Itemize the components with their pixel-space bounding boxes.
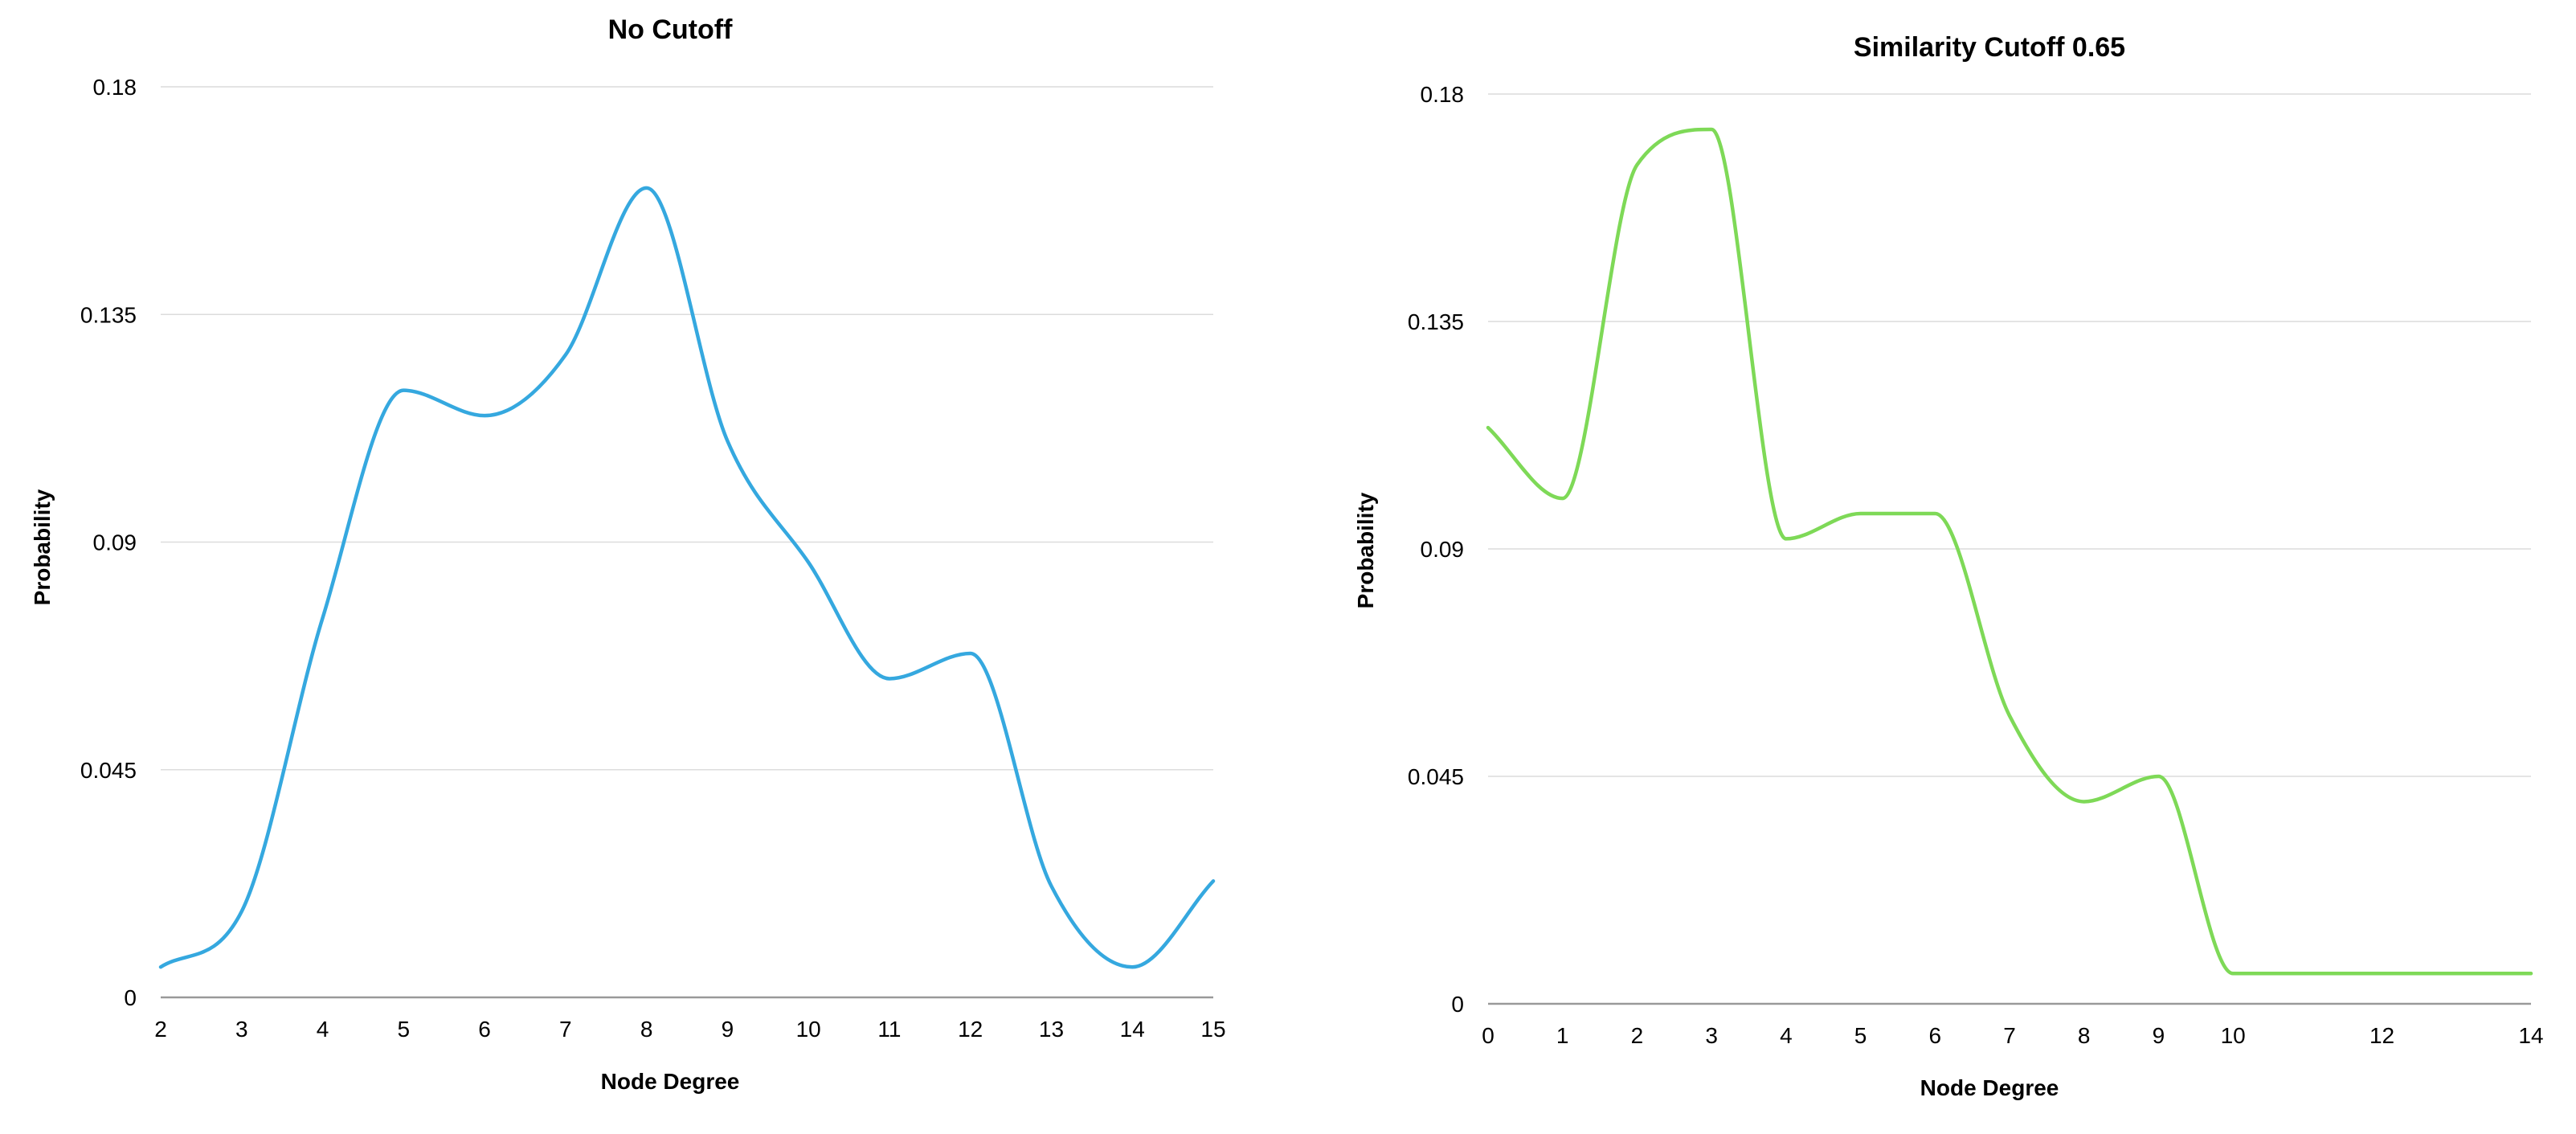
x-tick-label: 10 (2221, 1023, 2246, 1048)
x-tick-label: 8 (640, 1017, 653, 1042)
y-tick-label: 0.18 (1421, 82, 1465, 107)
x-tick-label: 2 (1631, 1023, 1644, 1048)
x-tick-labels: 0 1 2 3 4 5 6 7 8 9 10 12 14 (1482, 1023, 2543, 1048)
x-tick-label: 12 (2370, 1023, 2394, 1048)
y-axis-label: Probability (1353, 492, 1378, 608)
y-tick-labels: 0 0.045 0.09 0.135 0.18 (1408, 82, 1464, 1017)
y-tick-label: 0 (1451, 992, 1464, 1017)
x-tick-label: 5 (1854, 1023, 1867, 1048)
x-tick-label: 12 (958, 1017, 983, 1042)
y-tick-label: 0.18 (93, 75, 137, 100)
x-tick-label: 13 (1039, 1017, 1064, 1042)
x-axis-label: Node Degree (1920, 1075, 2059, 1100)
x-tick-label: 7 (559, 1017, 572, 1042)
x-tick-label: 8 (2078, 1023, 2091, 1048)
x-tick-label: 3 (235, 1017, 248, 1042)
x-tick-label: 3 (1705, 1023, 1718, 1048)
x-tick-label: 10 (796, 1017, 821, 1042)
x-tick-label: 15 (1200, 1017, 1225, 1042)
x-tick-label: 14 (2518, 1023, 2543, 1048)
y-axis-label: Probability (30, 489, 55, 605)
x-tick-label: 2 (154, 1017, 167, 1042)
x-axis-label: Node Degree (601, 1069, 740, 1094)
y-tick-label: 0.045 (1408, 764, 1464, 789)
chart-title: No Cutoff (608, 14, 734, 45)
x-tick-label: 6 (1928, 1023, 1941, 1048)
y-tick-label: 0.135 (80, 302, 137, 327)
y-tick-label: 0 (124, 985, 137, 1010)
x-tick-label: 5 (398, 1017, 411, 1042)
series-line-similarity-cutoff (1486, 127, 2533, 976)
x-tick-label: 7 (2003, 1023, 2016, 1048)
x-tick-label: 9 (2153, 1023, 2165, 1048)
x-tick-label: 11 (877, 1017, 901, 1042)
x-tick-label: 14 (1120, 1017, 1145, 1042)
grid (161, 86, 1213, 771)
x-tick-label: 4 (1780, 1023, 1793, 1048)
y-tick-label: 0.09 (1421, 537, 1465, 562)
chart-no-cutoff: No Cutoff 0 0.045 0.09 0.135 0.18 2 3 4 5 6 7 8 9 10… (30, 14, 1226, 1094)
y-tick-labels: 0 0.045 0.09 0.135 0.18 (80, 75, 137, 1010)
y-tick-label: 0.045 (80, 758, 137, 783)
x-tick-label: 0 (1482, 1023, 1494, 1048)
x-tick-label: 1 (1556, 1023, 1569, 1048)
chart-title: Similarity Cutoff 0.65 (1854, 32, 2125, 63)
grid (1488, 93, 2531, 777)
y-tick-label: 0.09 (93, 530, 137, 555)
y-tick-label: 0.135 (1408, 309, 1464, 334)
chart-similarity-cutoff: Similarity Cutoff 0.65 0 0.045 0.09 0.135 0.… (1353, 32, 2544, 1100)
x-tick-label: 6 (478, 1017, 491, 1042)
x-tick-label: 9 (722, 1017, 734, 1042)
x-tick-labels: 2 3 4 5 6 7 8 9 10 11 12 13 14 15 (154, 1017, 1225, 1042)
series-line-no-cutoff (158, 186, 1216, 969)
x-tick-label: 4 (317, 1017, 329, 1042)
